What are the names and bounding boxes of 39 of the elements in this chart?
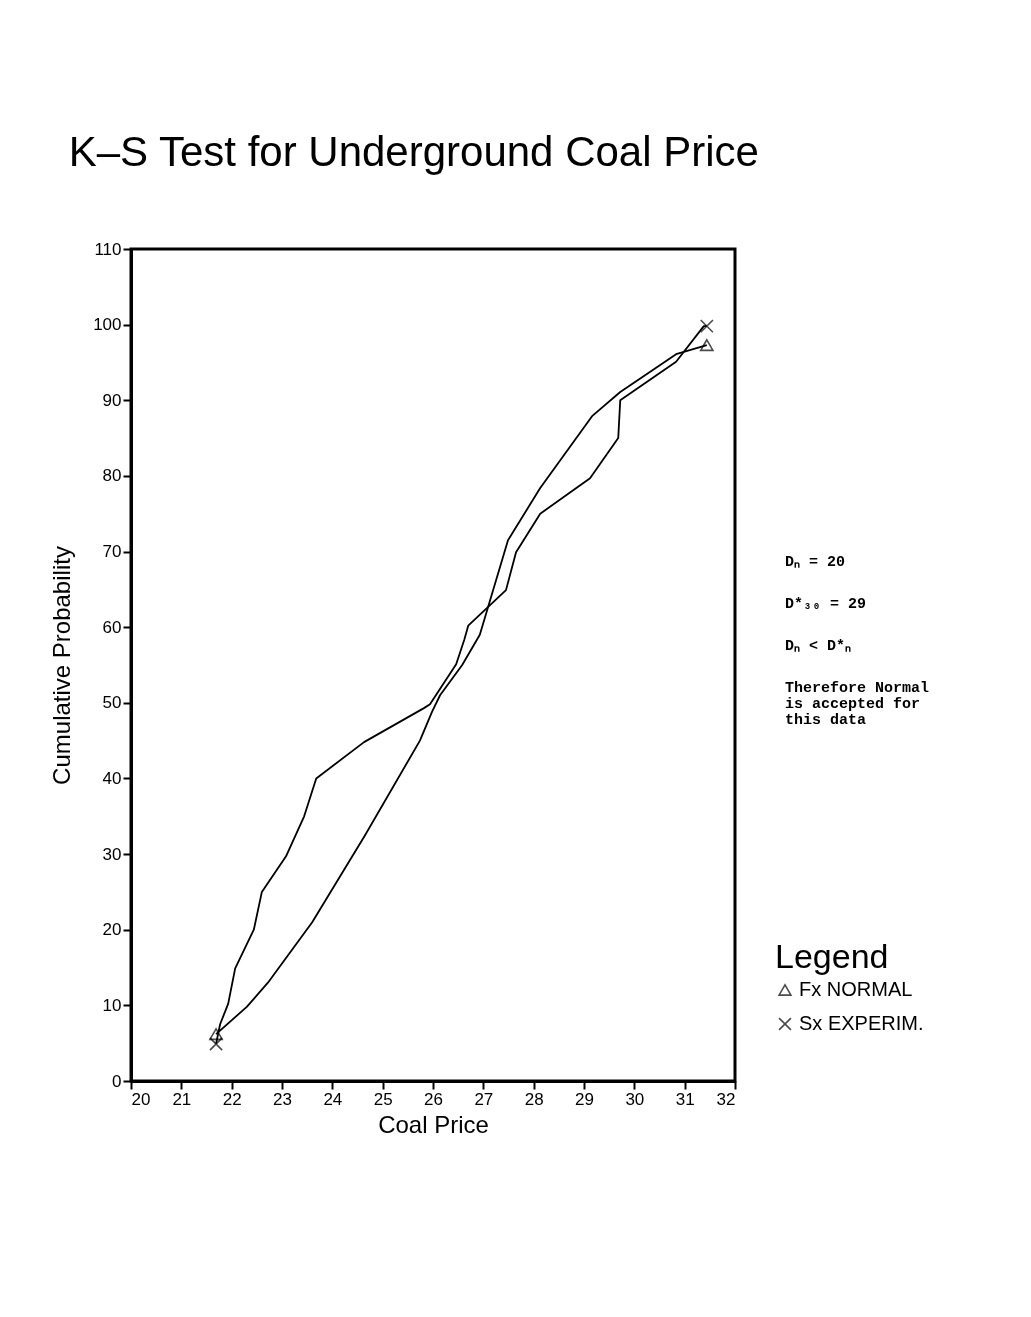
x-axis-title: Coal Price bbox=[378, 1110, 489, 1138]
y-tick-label: 0 bbox=[112, 1071, 122, 1091]
y-tick-label: 80 bbox=[102, 466, 122, 486]
point bbox=[699, 338, 714, 352]
x-tick-label: 26 bbox=[424, 1089, 443, 1109]
x-tick-label: 21 bbox=[172, 1089, 192, 1109]
x-tick-label: 25 bbox=[373, 1089, 393, 1109]
x-tick-label: 23 bbox=[273, 1089, 292, 1109]
y-tick-label: 70 bbox=[102, 542, 122, 562]
y-tick-label: 10 bbox=[102, 995, 122, 1015]
y-tick-label: 20 bbox=[102, 920, 122, 940]
y-axis-title: Cumulative Probability bbox=[48, 546, 76, 785]
x-tick-label: 24 bbox=[323, 1089, 343, 1109]
legend-label: Fx NORMAL bbox=[799, 978, 913, 1000]
x-tick-label: 32 bbox=[716, 1089, 736, 1109]
y-tick-label: 100 bbox=[93, 315, 122, 335]
legend-title: Legend bbox=[775, 937, 889, 975]
x-tick-label: 29 bbox=[575, 1089, 594, 1109]
point bbox=[209, 1028, 223, 1041]
y-tick-label: 90 bbox=[102, 390, 122, 410]
y-tick-label: 110 bbox=[94, 239, 122, 259]
y-tick-label: 60 bbox=[102, 617, 122, 637]
chart-title: K–S Test for Underground Coal Price bbox=[68, 128, 759, 175]
text: Therefore Normal is accepted for this data bbox=[785, 680, 930, 729]
legend-label: Sx EXPERIM. bbox=[799, 1012, 924, 1034]
x-tick-label: 28 bbox=[524, 1089, 544, 1109]
y-tick-label: 30 bbox=[102, 844, 122, 864]
x-tick-label: 31 bbox=[675, 1089, 695, 1109]
x-tick-label: 20 bbox=[131, 1089, 151, 1109]
text: Dₙ < D*ₙ bbox=[785, 638, 852, 655]
point bbox=[699, 319, 714, 334]
text: D*₃₀ = 29 bbox=[785, 596, 867, 613]
point bbox=[209, 1037, 223, 1051]
x-tick-label: 27 bbox=[474, 1089, 494, 1109]
x-tick-label: 30 bbox=[625, 1089, 645, 1109]
y-tick-label: 40 bbox=[102, 768, 122, 788]
x-tick-label: 22 bbox=[222, 1089, 242, 1109]
y-tick-label: 50 bbox=[102, 693, 122, 713]
text: Dₙ = 20 bbox=[785, 554, 846, 571]
